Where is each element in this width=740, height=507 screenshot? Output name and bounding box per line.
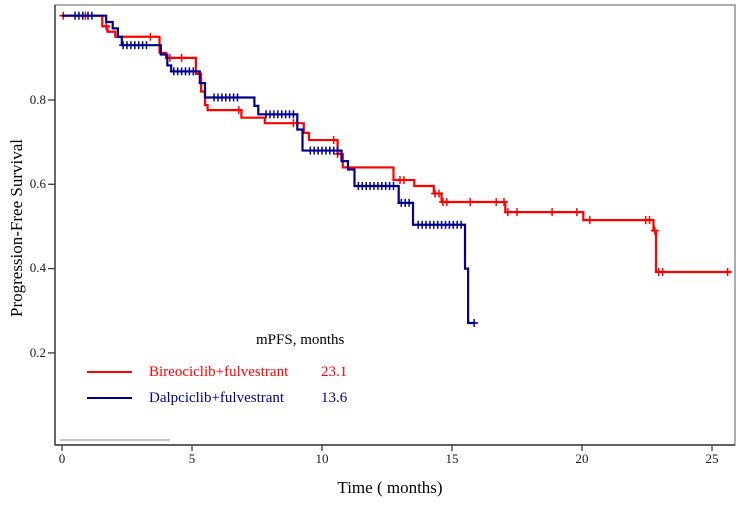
legend-header: mPFS, months: [256, 332, 345, 348]
y-tick-label-0.8: 0.8: [29, 92, 46, 107]
x-tick-label-0: 0: [58, 451, 66, 466]
x-tick-label-5: 5: [188, 451, 196, 466]
y-tick-label-0.4: 0.4: [29, 260, 46, 275]
x-tick-label-25: 25: [705, 451, 719, 466]
x-axis-title: Time ( months): [337, 478, 443, 497]
y-tick-label-0.2: 0.2: [29, 345, 46, 360]
legend-line-bireociclib: [87, 371, 132, 373]
x-tick-label-20: 20: [575, 451, 589, 466]
x-tick-label-15: 15: [445, 451, 459, 466]
y-tick-label-0.6: 0.6: [29, 176, 46, 191]
legend-value-dalpciclib: 13.6: [321, 390, 348, 406]
legend-line-dalpciclib: [87, 397, 132, 399]
survival-curve-dalpciclib: [62, 14, 476, 325]
y-axis-title: Progression-Free Survival: [7, 138, 26, 318]
legend-value-bireociclib: 23.1: [321, 364, 348, 380]
legend-label-bireociclib: Bireociclib+fulvestrant: [149, 364, 289, 380]
x-tick-label-10: 10: [315, 451, 329, 466]
legend-label-dalpciclib: Dalpciclib+fulvestrant: [149, 390, 285, 406]
survival-curve-bireociclib: [62, 14, 732, 274]
